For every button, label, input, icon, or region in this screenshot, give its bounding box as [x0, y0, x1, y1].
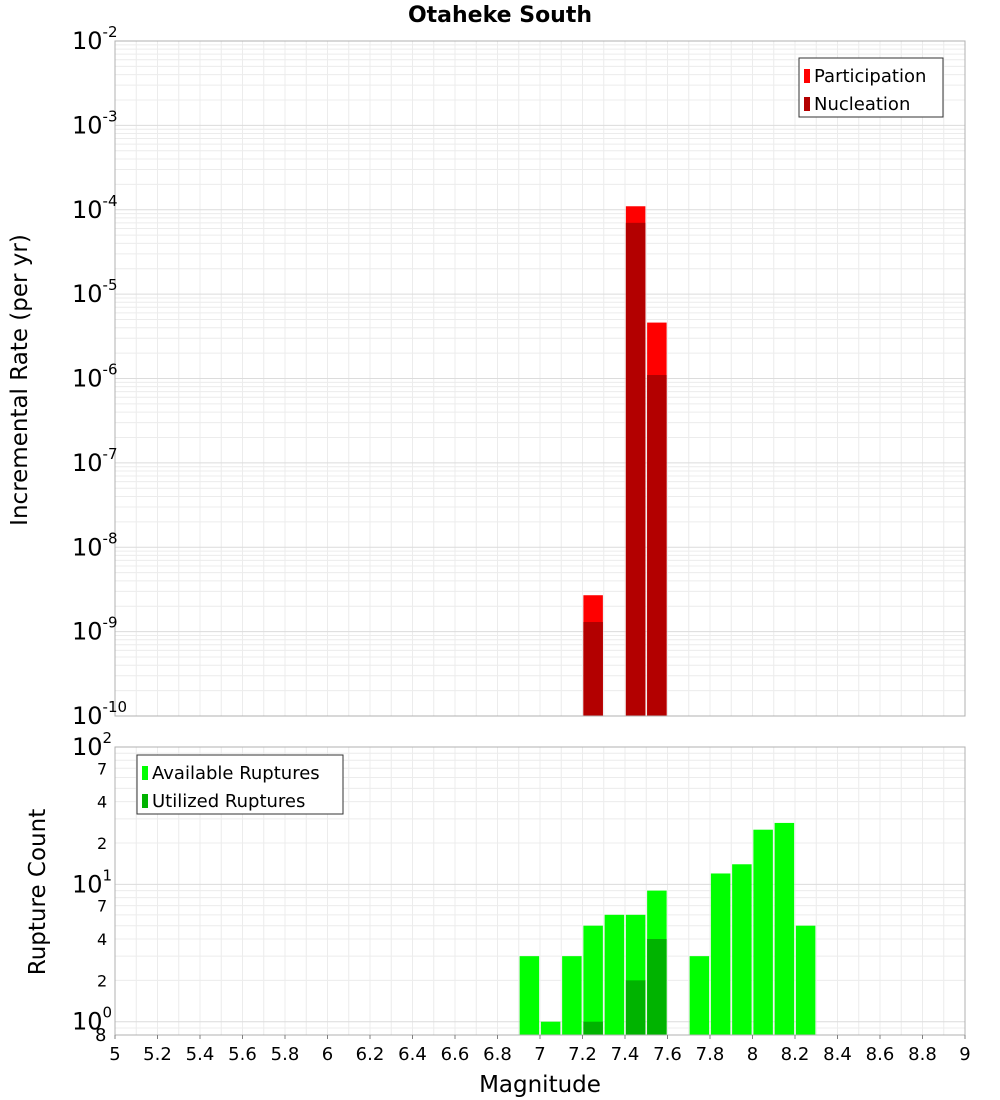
x-tick-label: 6.8: [483, 1044, 512, 1065]
x-tick-label: 7.4: [611, 1044, 640, 1065]
legend-swatch: [142, 794, 148, 808]
nucleation-series: [583, 222, 667, 716]
nucleation-bar: [647, 375, 667, 716]
utilized-ruptures-bar: [583, 1021, 603, 1035]
x-tick-label: 7.8: [696, 1044, 725, 1065]
rate-legend: Participation Nucleation: [798, 57, 944, 118]
x-tick-label: 7.6: [653, 1044, 682, 1065]
available-ruptures-bar: [562, 956, 582, 1035]
y-tick-label: 10-2: [72, 23, 118, 55]
y-tick-label: 102: [72, 729, 112, 761]
utilized-ruptures-bar: [647, 939, 667, 1035]
available-ruptures-bar: [540, 1021, 561, 1035]
x-tick-label: 8.2: [781, 1044, 810, 1065]
y-tick-label: 10-9: [72, 614, 118, 646]
x-tick-label: 6.6: [441, 1044, 470, 1065]
x-tick-label: 5: [109, 1044, 120, 1065]
legend-label: Participation: [814, 66, 926, 87]
available-ruptures-bar: [689, 956, 710, 1035]
nucleation-bar: [625, 222, 646, 716]
x-tick-label: 7: [534, 1044, 545, 1065]
x-tick-label: 9: [959, 1044, 970, 1065]
y-tick-label: 4: [97, 930, 107, 949]
x-tick-label: 5.2: [143, 1044, 172, 1065]
available-ruptures-bar: [795, 925, 816, 1035]
x-tick-label: 7.2: [568, 1044, 597, 1065]
utilized-ruptures-bar: [625, 980, 646, 1035]
y-tick-label: 7: [97, 759, 107, 778]
x-tick-label: 6: [322, 1044, 333, 1065]
legend-label: Utilized Ruptures: [152, 791, 305, 812]
x-tick-label: 6.2: [356, 1044, 385, 1065]
x-tick-label: 8: [747, 1044, 758, 1065]
y-tick-label: 7: [97, 897, 107, 916]
utilized-ruptures-series: [583, 939, 667, 1035]
y-tick-label: 8: [95, 1025, 106, 1046]
y-axis-label-count: Rupture Count: [25, 809, 51, 975]
available-ruptures-bar: [710, 873, 731, 1035]
x-tick-label: 8.6: [866, 1044, 895, 1065]
available-ruptures-bar: [753, 829, 773, 1035]
plot-border: [114, 40, 966, 717]
available-ruptures-bar: [774, 822, 795, 1035]
available-ruptures-bar: [604, 914, 625, 1035]
y-tick-label: 100: [72, 1004, 112, 1036]
x-tick-label: 6.4: [398, 1044, 427, 1065]
available-ruptures-bar: [519, 956, 540, 1035]
legend-swatch: [142, 766, 148, 780]
legend-swatch: [804, 97, 810, 111]
y-tick-label: 2: [97, 834, 107, 853]
legend-swatch: [804, 69, 810, 83]
available-ruptures-bar: [732, 864, 752, 1035]
x-tick-label: 5.8: [271, 1044, 300, 1065]
x-tick-label: 8.4: [823, 1044, 852, 1065]
y-tick-label: 101: [72, 866, 112, 898]
y-tick-label: 10-3: [72, 107, 118, 139]
count-legend: Available Ruptures Utilized Ruptures: [136, 754, 344, 815]
x-tick-label: 5.6: [228, 1044, 257, 1065]
available-ruptures-series: [519, 822, 816, 1035]
legend-label: Available Ruptures: [152, 763, 320, 784]
y-tick-label: 10-4: [72, 192, 118, 224]
grid-lines: [114, 40, 966, 717]
y-tick-label: 10-5: [72, 276, 118, 308]
x-axis-label: Magnitude: [479, 1072, 601, 1098]
x-tick-label: 8.8: [908, 1044, 937, 1065]
available-ruptures-bar: [583, 925, 603, 1035]
chart-title: Otaheke South: [408, 3, 592, 28]
y-axis-label-rate: Incremental Rate (per yr): [7, 234, 33, 526]
legend-label: Nucleation: [814, 94, 910, 115]
y-tick-label: 10-6: [72, 361, 118, 393]
x-tick-label: 5.4: [186, 1044, 215, 1065]
y-tick-label: 4: [97, 793, 107, 812]
y-tick-label: 10-10: [72, 698, 127, 730]
nucleation-bar: [583, 622, 603, 716]
y-tick-label: 2: [97, 971, 107, 990]
y-tick-label: 10-7: [72, 445, 118, 477]
y-tick-label: 10-8: [72, 529, 118, 561]
